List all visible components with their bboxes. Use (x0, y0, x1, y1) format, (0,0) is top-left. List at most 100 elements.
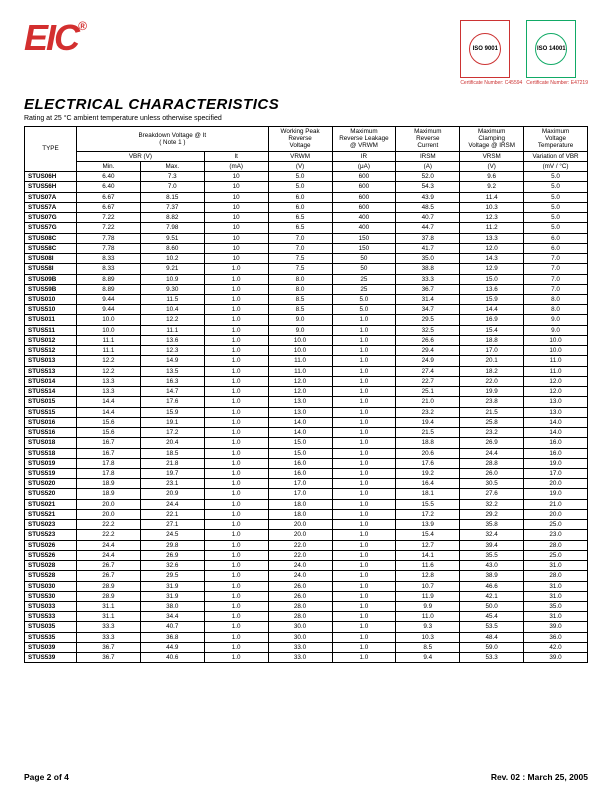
cell-value: 31.0 (524, 612, 588, 622)
cell-value: 5.0 (524, 182, 588, 192)
table-row: STUS52018.920.91.017.01.018.127.619.0 (25, 489, 588, 499)
cell-value: 5.0 (524, 172, 588, 182)
cell-value: 29.2 (460, 509, 524, 519)
cert-caption: Certificate Number: C45594 (460, 80, 522, 86)
unit-mvc: (mV / °C) (524, 161, 588, 171)
cell-value: 1.0 (204, 561, 268, 571)
cell-value: 20.6 (396, 448, 460, 458)
cell-value: 8.5 (268, 294, 332, 304)
cell-value: 5.0 (332, 305, 396, 315)
cell-type: STUS526 (25, 550, 77, 560)
cell-value: 39.4 (460, 540, 524, 550)
cell-value: 9.0 (268, 325, 332, 335)
cell-value: 14.0 (268, 428, 332, 438)
cell-value: 7.37 (140, 202, 204, 212)
table-row: STUS56H6.407.0105.060054.39.25.0 (25, 182, 588, 192)
cell-type: STUS013 (25, 356, 77, 366)
cell-value: 21.8 (140, 458, 204, 468)
cell-value: 28.0 (268, 612, 332, 622)
col-vrsm: MaximumClampingVoltage @ IRSM (460, 127, 524, 152)
table-row: STUS52826.729.51.024.01.012.838.928.0 (25, 571, 588, 581)
cell-type: STUS028 (25, 561, 77, 571)
cell-value: 1.0 (204, 438, 268, 448)
cell-type: STUS56H (25, 182, 77, 192)
cell-value: 31.1 (77, 612, 141, 622)
cell-value: 10 (204, 213, 268, 223)
cell-value: 50 (332, 254, 396, 264)
cell-value: 6.67 (77, 192, 141, 202)
cell-value: 5.0 (524, 202, 588, 212)
cell-value: 29.8 (140, 540, 204, 550)
certification-badges: ISO 9001 Certificate Number: C45594 ISO … (460, 20, 588, 86)
cell-value: 1.0 (204, 366, 268, 376)
cell-value: 28.0 (524, 571, 588, 581)
cell-value: 1.0 (332, 448, 396, 458)
cell-value: 18.5 (140, 448, 204, 458)
cell-value: 13.6 (460, 284, 524, 294)
cert-badge-iso14001: ISO 14001 Certificate Number: E47219 (526, 20, 588, 86)
cell-type: STUS010 (25, 294, 77, 304)
cell-value: 22.7 (396, 376, 460, 386)
table-row: STUS08C7.789.51107.015037.813.36.0 (25, 233, 588, 243)
footer-rev: Rev. 02 : March 25, 2005 (491, 772, 588, 782)
cell-value: 14.3 (460, 254, 524, 264)
cell-type: STUS515 (25, 407, 77, 417)
cell-value: 1.0 (204, 305, 268, 315)
cell-value: 30.0 (268, 622, 332, 632)
cell-value: 23.0 (524, 530, 588, 540)
cell-value: 13.3 (77, 387, 141, 397)
cell-value: 50.0 (460, 602, 524, 612)
cell-value: 12.2 (77, 366, 141, 376)
sub-irsm: IRSM (396, 151, 460, 161)
table-row: STUS02018.923.11.017.01.016.430.520.0 (25, 479, 588, 489)
cell-type: STUS011 (25, 315, 77, 325)
cell-value: 25 (332, 284, 396, 294)
cell-value: 8.82 (140, 213, 204, 223)
cell-value: 1.0 (204, 632, 268, 642)
cell-value: 35.0 (524, 602, 588, 612)
unit-ma: (mA) (204, 161, 268, 171)
cell-value: 1.0 (204, 356, 268, 366)
cell-value: 1.0 (332, 325, 396, 335)
cell-value: 17.8 (77, 458, 141, 468)
cell-value: 12.2 (140, 315, 204, 325)
cell-value: 19.1 (140, 417, 204, 427)
unit-max: Max. (140, 161, 204, 171)
cell-value: 10.0 (524, 335, 588, 345)
cell-value: 1.0 (332, 612, 396, 622)
table-row: STUS51110.011.11.09.01.032.515.49.0 (25, 325, 588, 335)
cell-value: 24.9 (396, 356, 460, 366)
cell-value: 1.0 (332, 315, 396, 325)
cell-value: 21.5 (460, 407, 524, 417)
cell-value: 31.1 (77, 602, 141, 612)
cell-value: 35.5 (460, 550, 524, 560)
cell-value: 14.0 (268, 417, 332, 427)
cell-value: 7.98 (140, 223, 204, 233)
cell-value: 8.89 (77, 284, 141, 294)
table-row: STUS5109.4410.41.08.55.034.714.48.0 (25, 305, 588, 315)
cell-value: 29.5 (396, 315, 460, 325)
cell-value: 28.9 (77, 581, 141, 591)
cell-value: 16.4 (396, 479, 460, 489)
cell-value: 10 (204, 233, 268, 243)
cell-type: STUS012 (25, 335, 77, 345)
cell-value: 17.0 (268, 479, 332, 489)
cell-value: 19.7 (140, 468, 204, 478)
cell-value: 15.0 (268, 448, 332, 458)
cell-value: 11.1 (77, 335, 141, 345)
cell-value: 1.0 (204, 335, 268, 345)
cell-value: 35.8 (460, 520, 524, 530)
cell-value: 1.0 (204, 612, 268, 622)
table-row: STUS51816.718.51.015.01.020.624.416.0 (25, 448, 588, 458)
cell-value: 8.60 (140, 243, 204, 253)
table-row: STUS01312.214.91.011.01.024.920.111.0 (25, 356, 588, 366)
cell-value: 14.4 (460, 305, 524, 315)
table-row: STUS02624.429.81.022.01.012.739.428.0 (25, 540, 588, 550)
cell-value: 22.2 (77, 530, 141, 540)
cell-value: 6.5 (268, 223, 332, 233)
cell-value: 1.0 (332, 530, 396, 540)
cell-value: 22.1 (140, 509, 204, 519)
cert-label: ISO 14001 (535, 33, 567, 65)
cell-value: 12.0 (524, 387, 588, 397)
cell-value: 1.0 (332, 642, 396, 652)
